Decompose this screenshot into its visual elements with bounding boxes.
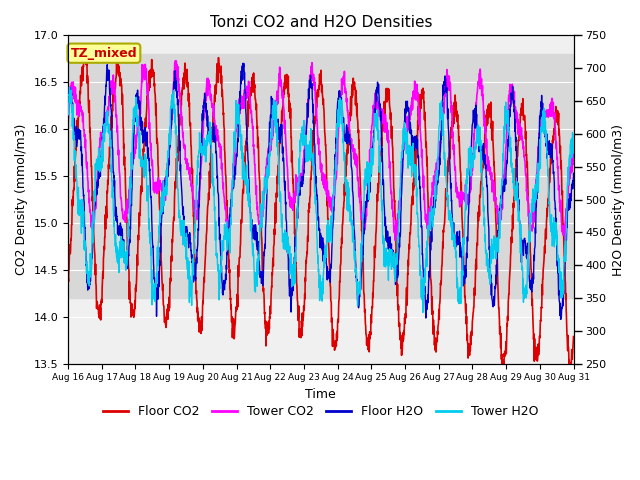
Bar	[68, 54, 573, 298]
X-axis label: Time: Time	[305, 388, 336, 401]
Title: Tonzi CO2 and H2O Densities: Tonzi CO2 and H2O Densities	[209, 15, 432, 30]
Legend: Floor CO2, Tower CO2, Floor H2O, Tower H2O: Floor CO2, Tower CO2, Floor H2O, Tower H…	[98, 400, 543, 423]
Y-axis label: H2O Density (mmol/m3): H2O Density (mmol/m3)	[612, 123, 625, 276]
Y-axis label: CO2 Density (mmol/m3): CO2 Density (mmol/m3)	[15, 124, 28, 275]
Text: TZ_mixed: TZ_mixed	[70, 47, 137, 60]
